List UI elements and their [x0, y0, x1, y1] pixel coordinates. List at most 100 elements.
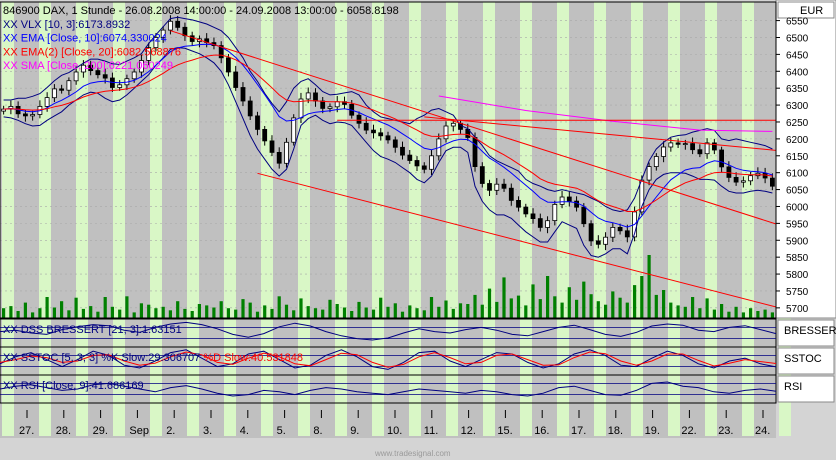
- vlx-upper-line: [3, 16, 773, 213]
- indicator-line: [0, 321, 777, 341]
- volume-bar: [60, 301, 64, 318]
- candle-body: [371, 129, 376, 134]
- watermark: www.tradesignal.com: [374, 449, 451, 458]
- volume-bar: [560, 302, 564, 318]
- volume-bar: [52, 307, 56, 318]
- volume-bar: [567, 287, 571, 318]
- candle-body: [131, 71, 137, 80]
- indicator-line: [0, 381, 777, 397]
- candle-body: [661, 146, 666, 157]
- candle-body: [523, 206, 529, 215]
- volume-bar: [589, 294, 593, 318]
- volume-bar: [633, 285, 637, 318]
- candle-body: [516, 199, 521, 208]
- candle-body: [44, 97, 50, 107]
- date-label: Sep: [129, 425, 149, 437]
- price-tick-label: 5950: [786, 219, 809, 230]
- volume-bar: [168, 310, 172, 318]
- date-label: 8.: [313, 425, 322, 437]
- candle-body: [407, 154, 413, 161]
- volume-bar: [662, 290, 666, 318]
- volume-bar: [502, 277, 506, 318]
- volume-bar: [103, 297, 107, 318]
- volume-bar: [480, 304, 484, 318]
- volume-bar: [31, 312, 35, 318]
- price-tick-label: 6000: [786, 202, 809, 213]
- volume-bar: [9, 306, 13, 318]
- volume-bar: [205, 305, 209, 318]
- candle-body: [653, 156, 659, 168]
- session-band: [668, 2, 680, 436]
- volume-bar: [226, 308, 230, 318]
- session-band: [335, 2, 347, 436]
- date-label: 17.: [571, 425, 586, 437]
- date-label: 22.: [681, 425, 696, 437]
- volume-bar: [147, 304, 151, 318]
- candle-body: [675, 142, 681, 145]
- date-label: 9.: [350, 425, 359, 437]
- candle-body: [88, 64, 94, 71]
- volume-bar: [400, 311, 405, 318]
- candle-body: [668, 142, 674, 148]
- price-tick-label: 5850: [786, 253, 809, 264]
- date-label: 15.: [497, 425, 512, 437]
- volume-bar: [727, 311, 731, 318]
- trendline-parallel-channel: [424, 116, 780, 152]
- candle-body: [421, 165, 427, 170]
- volume-bar: [219, 301, 223, 318]
- volume-bar: [263, 305, 267, 318]
- session-band: [520, 2, 532, 436]
- session-band: [372, 2, 384, 436]
- volume-bar: [110, 306, 114, 318]
- candle-body: [313, 92, 318, 102]
- price-tick-label: 5750: [786, 287, 809, 298]
- candle-body: [537, 218, 543, 228]
- volume-bar: [125, 296, 129, 318]
- indicator-side-label: SSTOC: [784, 353, 822, 365]
- candle-body: [682, 143, 688, 146]
- volume-bar: [342, 307, 347, 318]
- volume-bar: [495, 301, 499, 318]
- candle-body: [146, 47, 152, 61]
- volume-bar: [270, 308, 274, 318]
- volume-bar: [255, 311, 260, 318]
- candle-body: [30, 114, 36, 117]
- candle-body: [646, 166, 652, 181]
- candle-body: [291, 117, 297, 143]
- indicator-label: XX SSTOC [5, 3, 3] %K Slow:29.306707 %D …: [3, 352, 303, 364]
- candle-body: [704, 142, 710, 155]
- trendline-lower-trendline: [257, 172, 780, 309]
- volume-bar: [596, 301, 600, 318]
- volume-bar: [393, 303, 397, 318]
- candle-body: [595, 240, 601, 245]
- sstoc-d-label: %D Slow:40.531848: [200, 352, 303, 364]
- volume-bar: [618, 297, 622, 318]
- volume-bar: [604, 304, 608, 318]
- volume-bar: [357, 301, 361, 318]
- volume-bar: [67, 310, 71, 318]
- currency-box: [777, 1, 835, 19]
- date-label: 28.: [56, 425, 71, 437]
- price-tick-label: 6100: [786, 169, 809, 180]
- volume-bar: [190, 311, 194, 318]
- candle-body: [530, 213, 536, 219]
- candle-body: [247, 100, 253, 117]
- candle-body: [748, 175, 753, 182]
- price-tick-label: 6200: [786, 135, 809, 146]
- volume-bar: [487, 288, 492, 318]
- price-tick-label: 6350: [786, 84, 809, 95]
- volume-bar: [277, 296, 281, 318]
- candle-body: [494, 183, 500, 191]
- volume-bar: [546, 276, 550, 318]
- volume-bar: [473, 294, 477, 318]
- candle-body: [712, 142, 717, 151]
- candle-body: [697, 149, 703, 155]
- volume-bar: [538, 299, 542, 318]
- volume-bar: [313, 308, 318, 318]
- price-tick-label: 6550: [786, 17, 809, 28]
- vlx-lower-line: [3, 47, 773, 258]
- candle-body: [102, 74, 108, 79]
- candle-body: [559, 196, 565, 205]
- candle-body: [327, 106, 333, 109]
